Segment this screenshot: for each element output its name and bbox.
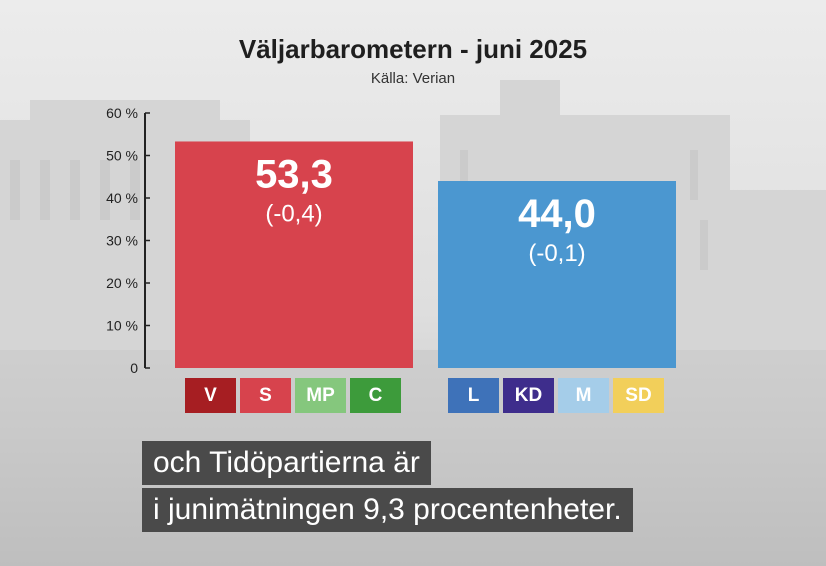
y-tick-label: 0 [130,360,138,376]
party-label-m: M [558,378,609,413]
y-tick-label: 60 % [106,105,138,121]
bar-value-label: 44,0 [518,192,596,236]
bar-left-bloc [175,141,413,368]
y-tick-label: 10 % [106,318,138,334]
bars: 53,3 (-0,4) 44,0 (-0,1) [175,141,676,368]
y-tick-label: 20 % [106,275,138,291]
y-tick-label: 50 % [106,148,138,164]
subtitle-line-2: i junimätningen 9,3 procentenheter. [142,488,633,532]
bar-change-label: (-0,4) [265,200,322,227]
bar-value-label: 53,3 [255,152,333,196]
y-tick-label: 30 % [106,233,138,249]
party-label-mp: MP [295,378,346,413]
y-axis-ticks: 0 10 % 20 % 30 % 40 % 50 % 60 % [106,105,150,376]
chart-title: Väljarbarometern - juni 2025 [238,34,588,64]
party-label-v: V [185,378,236,413]
party-label-c: C [350,378,401,413]
chart-source: Källa: Verian [370,70,456,87]
party-label-l: L [448,378,499,413]
party-label-sd: SD [613,378,664,413]
party-label-kd: KD [503,378,554,413]
subtitle-line-1: och Tidöpartierna är [142,441,431,485]
bar-change-label: (-0,1) [528,240,585,267]
y-tick-label: 40 % [106,190,138,206]
party-label-s: S [240,378,291,413]
bar-right-bloc [438,181,676,368]
